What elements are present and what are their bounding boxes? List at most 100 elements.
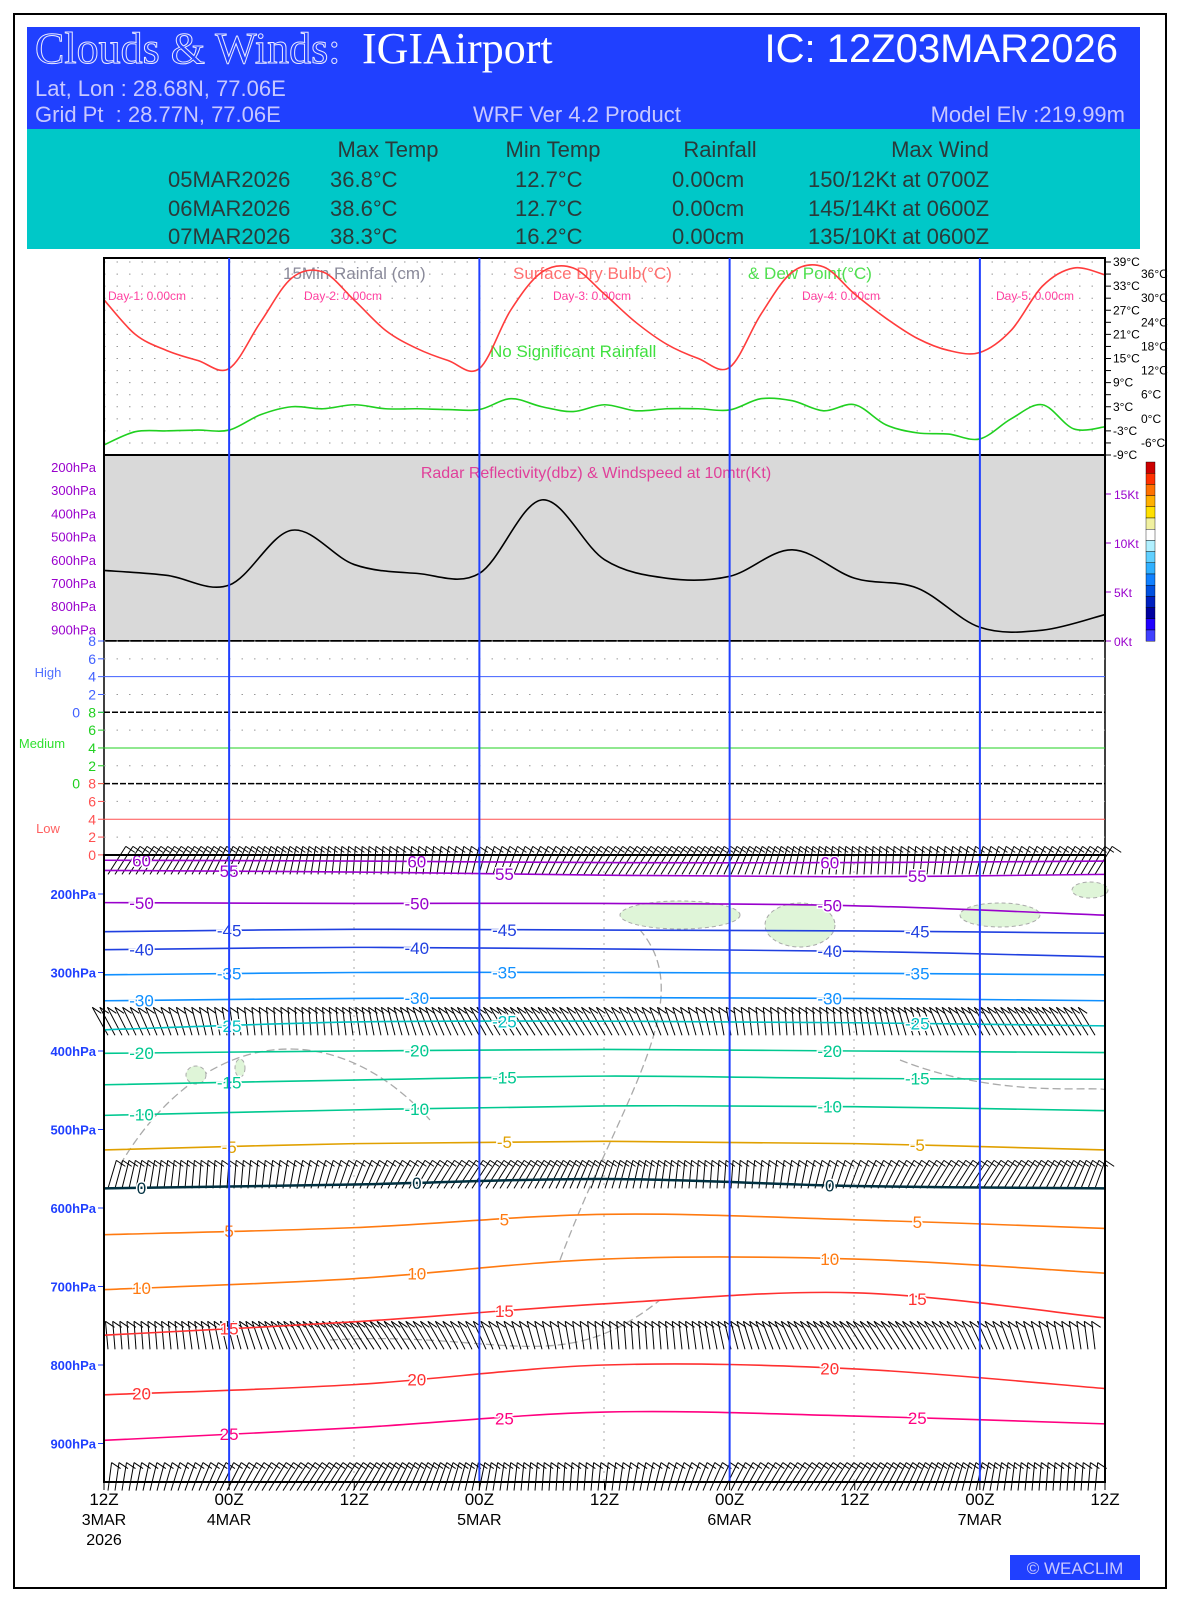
wind-barb [835, 846, 840, 875]
wind-barb [702, 1462, 716, 1491]
wind-barb [1073, 1462, 1077, 1491]
wind-barb-flag [468, 1159, 479, 1167]
wind-barb [205, 1462, 219, 1491]
wind-barb-flag [394, 1159, 404, 1167]
wind-barb [154, 1321, 158, 1350]
wind-barb [658, 1321, 662, 1350]
wind-barb [471, 1462, 479, 1491]
isotherm-label: 10 [407, 1265, 426, 1284]
wind-barb [457, 846, 465, 875]
wind-barb-flag [952, 845, 963, 853]
wind-barb-flag [634, 1006, 644, 1014]
wind-barb [345, 1462, 364, 1491]
wind-barb-flag [925, 1462, 935, 1470]
wind-barb-flag [486, 845, 496, 853]
isotherm-label: 0 [137, 1179, 146, 1198]
wind-barb-flag [1000, 1006, 1010, 1014]
wind-barb-flag [328, 845, 338, 853]
radar-title: Radar Reflectivity(dbz) & Windspeed at 1… [421, 465, 771, 482]
wind-barb [219, 1160, 223, 1189]
pressure-tick-label: 800hPa [51, 599, 97, 614]
wind-barb-flag [517, 845, 527, 853]
temp-tick-label: 12°C [1141, 364, 1168, 378]
wind-barb [495, 1321, 508, 1350]
wind-barb-flag [950, 1159, 961, 1167]
dry-bulb-line [103, 263, 1106, 373]
wind-barb-flag [348, 845, 358, 853]
wind-barb [755, 1321, 767, 1350]
isotherm-line [103, 928, 1106, 935]
isotherm-line [103, 1104, 1106, 1117]
wind-barb-flag [272, 1159, 282, 1167]
okta-tick-label: 0 [72, 776, 80, 792]
wind-barb-flag [1051, 845, 1062, 853]
wind-barb [870, 846, 874, 875]
wind-barb [236, 1007, 242, 1036]
wind-barb [639, 1462, 647, 1491]
wind-barb-flag [251, 845, 262, 853]
wind-barb-flag [844, 1159, 855, 1167]
wind-barb-flag [446, 1159, 457, 1167]
wind-barb-flag [555, 845, 566, 853]
wind-barb [702, 1160, 706, 1189]
wind-barb-flag [761, 1320, 772, 1328]
wind-barb-flag [390, 1320, 401, 1328]
wind-barb-flag [1056, 1006, 1066, 1014]
wind-barb [884, 1007, 893, 1036]
wind-barb-flag [264, 1159, 275, 1167]
wind-barb-flag [660, 1462, 671, 1470]
time-tick-hour: 00Z [465, 1490, 494, 1509]
wind-barb-flag [1023, 1320, 1033, 1328]
wind-barb-flag [866, 1320, 877, 1328]
wind-barb-flag [128, 1159, 139, 1167]
wind-barb-flag [550, 1462, 561, 1470]
wind-barb-flag [806, 1320, 817, 1328]
wind-barb-flag [137, 1006, 148, 1014]
wind-barb-flag [1061, 1462, 1072, 1470]
wind-barb [1076, 1321, 1082, 1350]
wind-barb-flag [362, 1320, 373, 1328]
wind-barb [317, 1160, 327, 1189]
wind-barb-flag [148, 1462, 159, 1470]
wind-barb-flag [579, 1320, 590, 1328]
wind-barb [549, 1321, 557, 1350]
time-tick-hour: 12Z [1090, 1490, 1119, 1509]
wind-barb [1045, 846, 1061, 875]
wind-barb-flag [1082, 845, 1092, 853]
wind-barb [856, 1462, 875, 1491]
wind-barb-flag [714, 1462, 725, 1470]
wind-barb [555, 1160, 571, 1189]
wind-barb [884, 1160, 900, 1189]
wind-barb [989, 846, 999, 875]
wind-barb [289, 1160, 296, 1189]
temp-tick-label: -3°C [1113, 424, 1137, 438]
wind-barb [457, 1160, 477, 1189]
wind-barb [280, 1007, 284, 1036]
wind-barb [688, 1160, 693, 1189]
isotherm-line [103, 996, 1106, 1002]
wind-barb [931, 1321, 949, 1350]
wind-barb-flag [478, 845, 489, 853]
header-title-prefix: Clouds & Winds: [35, 24, 340, 73]
wind-barb [805, 1007, 809, 1036]
wind-barb-flag [622, 845, 632, 853]
wind-barb [916, 1321, 935, 1350]
wind-barb-flag [355, 845, 365, 853]
wind-barb-flag [503, 1006, 513, 1014]
wind-barb [114, 1160, 124, 1189]
wind-barb-flag [187, 1462, 197, 1470]
wind-barb-flag [780, 1320, 791, 1328]
cloud-patch [959, 902, 1041, 928]
isotherm-label: -30 [129, 991, 154, 1010]
wind-barb [1080, 1160, 1094, 1189]
wind-barb-flag [601, 1159, 611, 1167]
temp-tick-label: 36°C [1141, 267, 1168, 281]
wind-barb-flag [248, 1462, 259, 1470]
colorbar-swatch [1145, 540, 1156, 552]
wind-barb-flag [768, 845, 778, 853]
wind-barb-flag [787, 1320, 797, 1328]
wind-barb-flag [752, 1462, 763, 1470]
wind-barb-flag [672, 1006, 683, 1014]
isotherm-line [103, 869, 1106, 878]
wind-barb [941, 1007, 956, 1036]
